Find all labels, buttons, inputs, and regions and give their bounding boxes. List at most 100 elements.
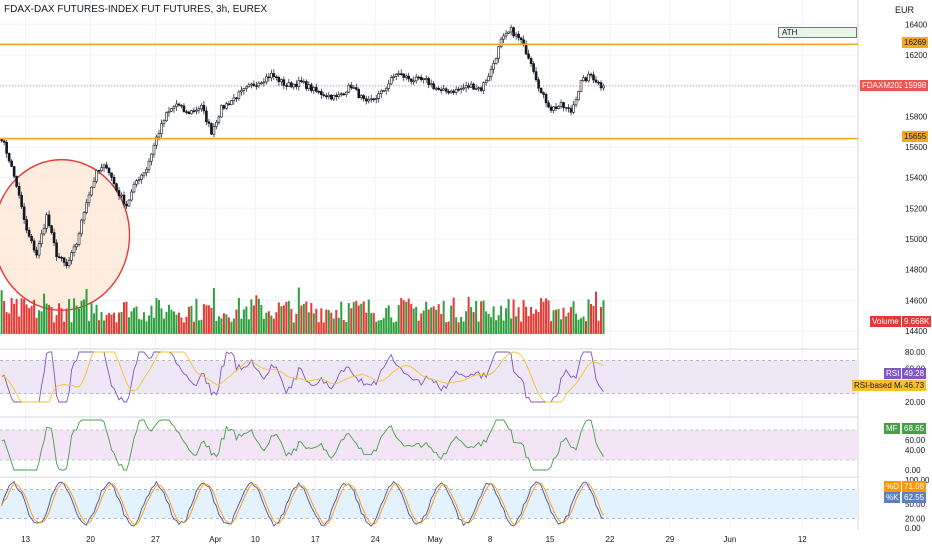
stoch-line-0	[1, 480, 604, 527]
candle	[142, 172, 146, 179]
candle	[354, 83, 358, 92]
volume-bar	[180, 317, 183, 334]
mf-pane	[0, 416, 858, 471]
candle	[514, 31, 518, 40]
candle	[182, 103, 186, 113]
candle	[382, 89, 386, 92]
time-tick-label: 27	[151, 535, 160, 544]
price-axis[interactable]: 14400 14600 14800 15000 15200 15400 15600 15800…	[905, 20, 930, 533]
volume-bar	[110, 314, 113, 334]
candle	[110, 172, 113, 181]
volume-bar	[332, 318, 335, 334]
candle	[162, 119, 166, 128]
candle	[207, 118, 211, 128]
volume-bar	[357, 305, 360, 334]
volume-bar	[507, 299, 510, 334]
time-tick-label: 15	[546, 535, 555, 544]
candle	[419, 74, 423, 82]
volume-bar	[412, 308, 415, 334]
candle	[584, 76, 588, 83]
candle	[300, 76, 303, 84]
candle	[537, 76, 540, 92]
price-tick-label: 14800	[905, 266, 928, 275]
volume-bar	[400, 298, 403, 334]
candle	[232, 94, 236, 105]
candle	[262, 77, 266, 87]
volume-bar	[267, 311, 270, 334]
candle	[594, 76, 598, 84]
candle	[524, 40, 528, 56]
volume-bar	[410, 303, 413, 334]
price-tick-label: 16400	[905, 20, 928, 29]
candle	[444, 86, 448, 95]
time-axis[interactable]: 13 20 27 Apr 10 17 24 May 8 15 22 29 Jun 12	[21, 535, 807, 544]
volume-bar	[135, 306, 138, 334]
stoch-band	[0, 489, 858, 519]
time-tick-label: 22	[606, 535, 615, 544]
candle	[122, 191, 126, 208]
candle	[282, 76, 286, 90]
candle	[100, 163, 103, 173]
candle	[42, 223, 46, 237]
mf-tick-label: 40.00	[905, 446, 926, 455]
candle	[559, 99, 563, 109]
candle	[310, 82, 313, 94]
rsi-tick-label: 80.00	[905, 348, 926, 357]
candle	[215, 119, 218, 130]
volume-bar	[127, 317, 130, 334]
volume-bar	[13, 303, 16, 334]
time-tick-label: Apr	[209, 535, 222, 544]
candle	[250, 82, 253, 89]
candle	[352, 85, 356, 89]
stoch-k-tag: %K	[884, 492, 901, 503]
volume-bar	[205, 305, 208, 334]
ath-annotation-box[interactable]: ATH	[778, 27, 857, 38]
volume-bar	[78, 308, 81, 334]
candle	[599, 80, 603, 91]
candle	[307, 81, 311, 92]
candle	[417, 75, 420, 81]
mf-line-0	[1, 419, 604, 471]
candle	[574, 96, 578, 108]
candle	[20, 191, 23, 210]
volume-bar	[160, 308, 163, 334]
candle	[85, 199, 88, 215]
time-tick-label: May	[428, 535, 443, 544]
volume-bar	[575, 313, 578, 334]
volume-bar	[150, 305, 153, 334]
candle	[140, 173, 143, 184]
volume-bar	[302, 303, 305, 334]
candle	[57, 253, 61, 259]
volume-bar	[80, 300, 83, 334]
candle	[217, 114, 221, 125]
volume-bar	[602, 300, 605, 334]
candle	[32, 238, 36, 253]
candle	[439, 86, 443, 94]
candle	[502, 33, 505, 43]
candle	[359, 94, 363, 100]
volume-bar	[220, 318, 223, 334]
candle	[5, 139, 8, 158]
stoch-d-value-tag: 71.08	[902, 481, 927, 492]
mf-tag: MF	[884, 423, 900, 434]
volume-bar	[500, 305, 503, 334]
candle	[197, 106, 201, 114]
volume-bar	[277, 302, 280, 334]
mf-tick-label: 0.00	[905, 466, 921, 475]
candle	[517, 30, 520, 41]
candle	[47, 210, 51, 228]
volume-bar	[395, 321, 398, 334]
candle	[180, 104, 183, 109]
volume-bar	[115, 322, 118, 334]
candle	[7, 152, 11, 164]
volume-bar	[317, 322, 320, 334]
volume-bar	[162, 318, 165, 334]
candle	[384, 86, 388, 95]
candle	[247, 82, 251, 88]
candle	[379, 89, 383, 99]
volume-bar	[362, 301, 365, 334]
candle	[337, 91, 341, 99]
volume-bar	[140, 319, 143, 334]
candle	[90, 186, 93, 197]
